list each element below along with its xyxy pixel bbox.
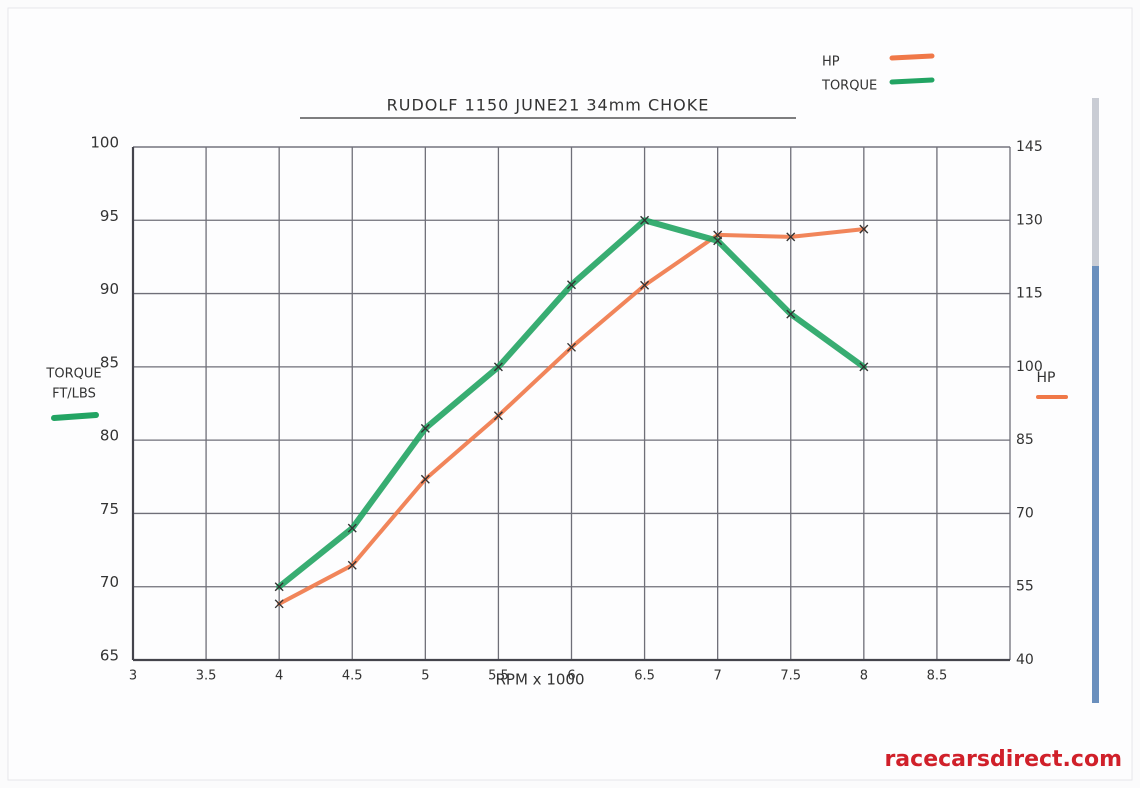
- watermark: racecarsdirect.com: [884, 747, 1122, 772]
- y-axis-swatch: [51, 412, 99, 421]
- y-axis-label: TORQUE: [45, 367, 101, 382]
- x-tick-label: 8.5: [927, 669, 948, 684]
- x-tick-label: 3.5: [196, 669, 217, 684]
- legend-swatch: [889, 53, 935, 61]
- y-tick-label: 80: [100, 427, 119, 445]
- y-tick-label: 75: [100, 500, 119, 518]
- y-tick-label: 65: [100, 647, 119, 665]
- y-tick-label: 95: [100, 207, 119, 225]
- y2-tick-label: 70: [1016, 505, 1034, 521]
- x-tick-label: 7: [714, 669, 722, 684]
- y-tick-label: 90: [100, 280, 119, 298]
- data-point: [859, 362, 869, 372]
- y2-tick-label: 100: [1016, 359, 1043, 375]
- x-tick-label: 3: [129, 669, 137, 684]
- data-point: [786, 309, 796, 319]
- data-point: [859, 224, 869, 234]
- y2-tick-label: 145: [1016, 139, 1043, 155]
- paper: [7, 7, 1133, 781]
- data-point: [640, 280, 650, 290]
- x-tick-label: 4: [275, 669, 283, 684]
- x-axis-label: RPM x 1000: [496, 671, 585, 689]
- legend-label: HP: [822, 55, 840, 70]
- y-axis-label: FT/LBS: [52, 387, 96, 402]
- data-point: [347, 523, 357, 533]
- x-tick-label: 6.5: [634, 669, 655, 684]
- scroll-thumb: [1092, 266, 1099, 703]
- chart-title: RUDOLF 1150 JUNE21 34mm CHOKE: [387, 96, 710, 115]
- legend-label: TORQUE: [821, 79, 877, 94]
- y2-tick-label: 85: [1016, 432, 1034, 448]
- data-point: [640, 215, 650, 225]
- y2-tick-label: 55: [1016, 579, 1034, 595]
- x-tick-label: 6: [567, 669, 575, 684]
- y-tick-label: 70: [100, 573, 119, 591]
- data-point: [713, 236, 723, 246]
- y2-tick-label: 40: [1016, 652, 1034, 668]
- data-point: [347, 560, 357, 570]
- x-tick-label: 8: [860, 669, 868, 684]
- x-tick-label: 5.5: [488, 669, 509, 684]
- y2-tick-label: 115: [1016, 286, 1043, 302]
- data-point: [493, 411, 503, 421]
- data-point: [274, 599, 284, 609]
- x-tick-label: 7.5: [780, 669, 801, 684]
- data-point: [567, 342, 576, 352]
- x-tick-label: 4.5: [342, 669, 363, 684]
- y2-tick-label: 130: [1016, 212, 1043, 228]
- y-tick-label: 85: [100, 353, 119, 371]
- data-point: [420, 423, 430, 433]
- y-tick-label: 100: [90, 134, 119, 152]
- legend-swatch: [889, 77, 935, 85]
- data-point: [786, 232, 796, 242]
- x-tick-label: 5: [421, 669, 429, 684]
- data-point: [274, 582, 284, 592]
- data-point: [493, 362, 503, 372]
- y2-axis-label: HP: [1037, 370, 1056, 386]
- data-point: [567, 280, 576, 290]
- data-point: [420, 474, 430, 484]
